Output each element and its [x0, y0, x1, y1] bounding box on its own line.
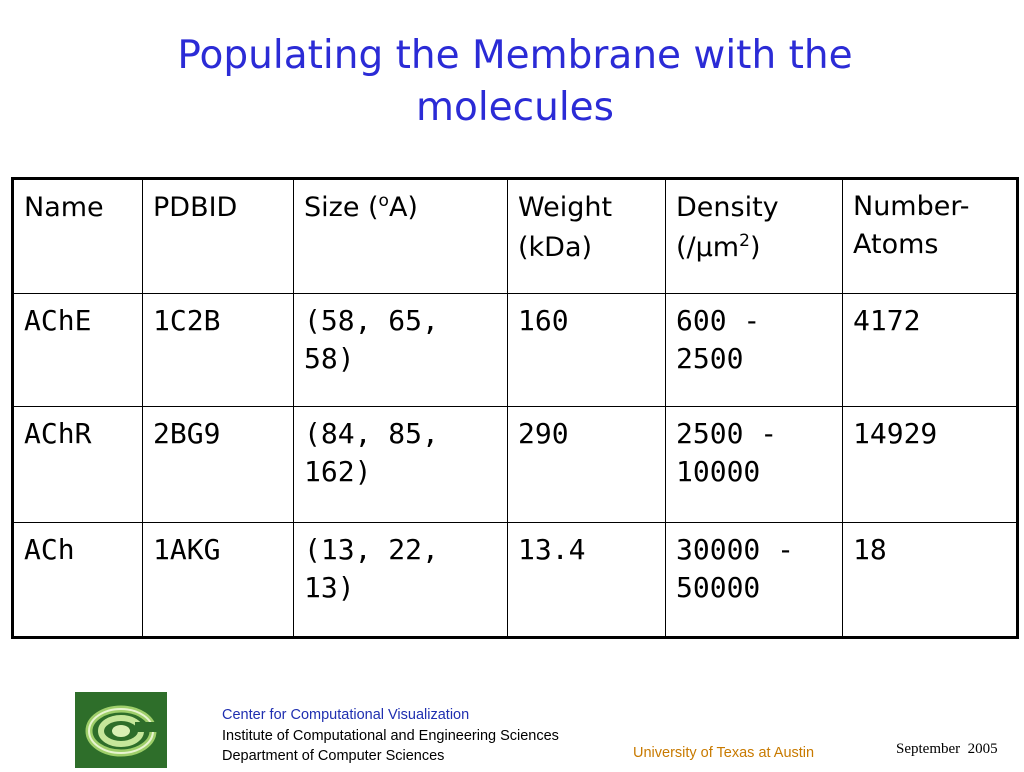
molecule-table: Name PDBID Size (oA) Weight (kDa) Density… — [11, 177, 1019, 639]
slide-title: Populating the Membrane with the molecul… — [177, 33, 853, 130]
cell-name: AChE — [12, 293, 143, 408]
table-row: ACh 1AKG (13, 22, 13) 13.4 30000 - 50000… — [12, 521, 1018, 639]
header-name: Name — [12, 177, 143, 295]
cell-weight: 160 — [507, 293, 666, 408]
footer-date: September 2005 — [896, 741, 998, 757]
cell-atoms: 18 — [842, 521, 1018, 639]
table-header-row: Name PDBID Size (oA) Weight (kDa) Density… — [12, 177, 1018, 295]
header-weight: Weight (kDa) — [507, 177, 666, 295]
cell-pdbid: 1C2B — [142, 293, 294, 408]
table-row: AChR 2BG9 (84, 85, 162) 290 2500 - 10000… — [12, 406, 1018, 523]
footer-university: University of Texas at Austin — [633, 745, 815, 761]
cell-atoms: 4172 — [842, 293, 1018, 408]
cell-weight: 290 — [507, 406, 666, 523]
header-density: Density (/μm2) — [665, 177, 843, 295]
cell-weight: 13.4 — [507, 521, 666, 639]
footer-department: Department of Computer Sciences — [222, 748, 445, 764]
cell-name: ACh — [12, 521, 143, 639]
header-pdbid: PDBID — [142, 177, 294, 295]
cell-density: 2500 - 10000 — [665, 406, 843, 523]
footer-center: Center for Computational Visualization — [222, 707, 470, 723]
header-size: Size (oA) — [293, 177, 508, 295]
cell-size: (58, 65, 58) — [293, 293, 508, 408]
cell-atoms: 14929 — [842, 406, 1018, 523]
cell-size: (84, 85, 162) — [293, 406, 508, 523]
footer-institute: Institute of Computational and Engineeri… — [222, 727, 559, 744]
cell-density: 30000 - 50000 — [665, 521, 843, 639]
cell-name: AChR — [12, 406, 143, 523]
cvc-logo-icon — [75, 692, 167, 768]
footer-affiliation: Center for Computational Visualization I… — [222, 705, 559, 767]
cell-size: (13, 22, 13) — [293, 521, 508, 639]
cell-pdbid: 1AKG — [142, 521, 294, 639]
header-atoms: Number-Atoms — [842, 177, 1018, 295]
table-row: AChE 1C2B (58, 65, 58) 160 600 - 2500 41… — [12, 293, 1018, 408]
cell-pdbid: 2BG9 — [142, 406, 294, 523]
cell-density: 600 - 2500 — [665, 293, 843, 408]
